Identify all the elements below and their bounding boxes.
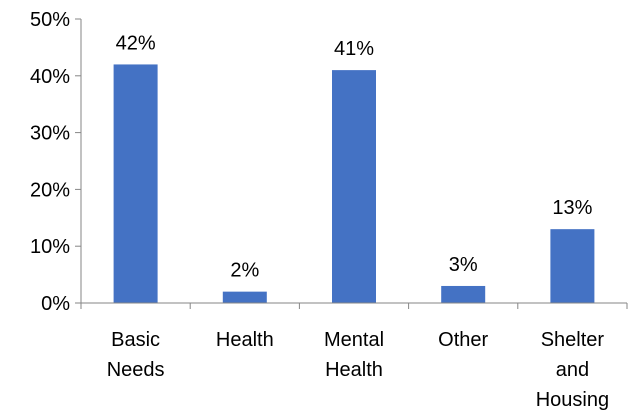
data-label: 13% [552, 197, 592, 219]
y-tick-label: 10% [30, 236, 70, 258]
bar [332, 70, 376, 304]
data-label: 2% [230, 260, 259, 282]
category-label-line: Health [325, 359, 383, 381]
data-label: 3% [449, 254, 478, 276]
category-label-line: Shelter [541, 329, 605, 351]
bar [113, 64, 158, 303]
category-label: Basic Needs [107, 329, 165, 381]
category-label-line: Health [216, 329, 274, 351]
y-axis: 0% 10% 20% 30% 40% 50% [30, 9, 82, 315]
bar [441, 285, 486, 303]
category-label-line: Mental [324, 329, 384, 351]
data-label: 42% [116, 32, 156, 54]
category-label-line: Needs [107, 359, 165, 381]
category-label-line: and [556, 359, 589, 381]
y-tick-label: 50% [30, 9, 70, 31]
category-label: Health [216, 329, 274, 351]
y-tick-label: 40% [30, 66, 70, 88]
category-label: Mental Health [324, 329, 384, 381]
y-tick-label: 20% [30, 179, 70, 201]
category-label-line: Basic [111, 329, 160, 351]
category-label: Shelter and Housing [536, 329, 609, 411]
data-label: 41% [334, 38, 374, 60]
bar [550, 229, 595, 303]
category-label-line: Housing [536, 389, 609, 411]
y-tick-label: 30% [30, 123, 70, 145]
x-axis: Basic Needs Health Mental Health Other Shelter… [80, 302, 628, 411]
category-label-line: Other [438, 329, 488, 351]
category-label: Other [438, 329, 488, 351]
bar [222, 291, 267, 303]
y-tick-label: 0% [41, 293, 70, 315]
bars: 42% 2% 41% 3% 13% [113, 32, 595, 304]
